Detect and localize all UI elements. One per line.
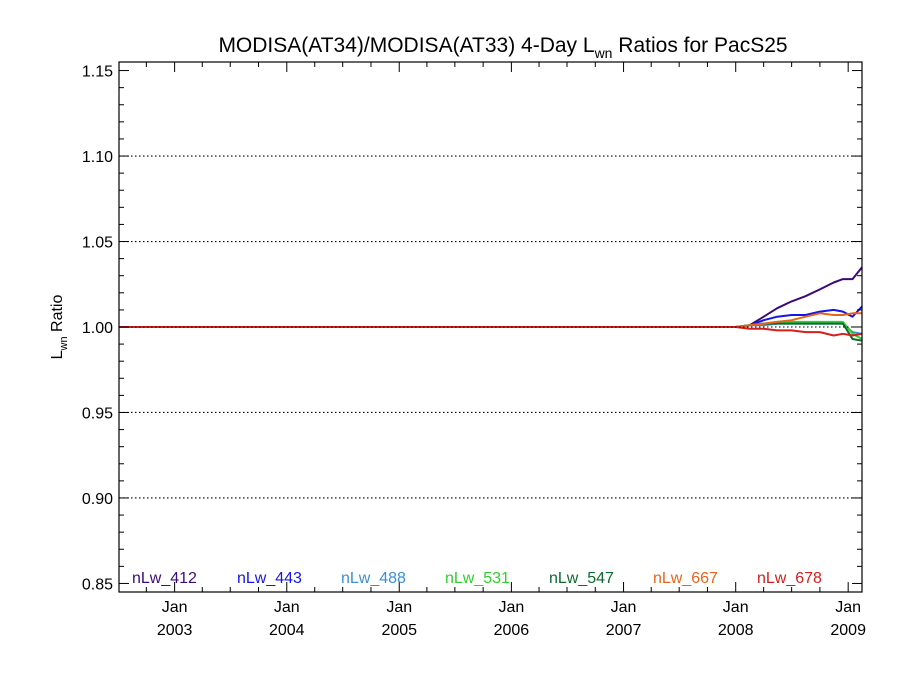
series-line-nlw-678 bbox=[119, 326, 863, 337]
x-tick-label-month: Jan bbox=[162, 599, 188, 616]
legend-entry-nlw-667: nLw_667 bbox=[653, 570, 718, 587]
x-tick-label-month: Jan bbox=[835, 599, 861, 616]
chart-title-tail: Ratios for PacS25 bbox=[612, 34, 787, 57]
x-tick-label-year: 2007 bbox=[606, 622, 642, 639]
x-tick-label-month: Jan bbox=[723, 599, 749, 616]
y-tick-label: 1.15 bbox=[82, 64, 113, 81]
y-axis-label-tail: Ratio bbox=[49, 295, 66, 337]
series-lines bbox=[119, 266, 863, 342]
legend-entry-nlw-443: nLw_443 bbox=[237, 570, 302, 587]
x-tick-label-year: 2005 bbox=[381, 622, 417, 639]
series-line-nlw-443 bbox=[119, 305, 863, 328]
chart-title: MODISA(AT34)/MODISA(AT33) 4-Day Lwn Rati… bbox=[218, 34, 787, 61]
x-tick-label-month: Jan bbox=[274, 599, 300, 616]
y-tick-label: 1.10 bbox=[82, 149, 113, 166]
y-tick-label: 0.95 bbox=[82, 405, 113, 422]
chart-title-subscript: wn bbox=[594, 45, 613, 61]
x-tick-label-year: 2009 bbox=[830, 622, 866, 639]
y-axis-label: Lwn Ratio bbox=[49, 295, 70, 360]
series-line-nlw-667 bbox=[119, 312, 862, 328]
legend-entry-nlw-412: nLw_412 bbox=[132, 570, 197, 587]
y-axis-label-main: L bbox=[49, 350, 66, 359]
legend-entry-nlw-547: nLw_547 bbox=[549, 570, 614, 587]
y-axis-label-subscript: wn bbox=[58, 336, 70, 351]
axis-ticks bbox=[119, 62, 862, 592]
y-tick-label: 0.85 bbox=[82, 576, 113, 593]
x-tick-label-month: Jan bbox=[498, 599, 524, 616]
x-tick-label-year: 2006 bbox=[494, 622, 530, 639]
y-tick-label: 1.00 bbox=[82, 320, 113, 337]
legend-entry-nlw-531: nLw_531 bbox=[445, 570, 510, 587]
y-tick-label: 0.90 bbox=[82, 491, 113, 508]
x-tick-label-month: Jan bbox=[611, 599, 637, 616]
x-tick-label-year: 2004 bbox=[269, 622, 305, 639]
legend: nLw_412 nLw_443 nLw_488 nLw_531 nLw_547 nLw_6… bbox=[132, 570, 822, 587]
y-tick-label: 1.05 bbox=[82, 235, 113, 252]
x-tick-label-year: 2008 bbox=[718, 622, 754, 639]
series-line-nlw-412 bbox=[119, 266, 863, 328]
legend-entry-nlw-488: nLw_488 bbox=[341, 570, 406, 587]
x-tick-label-month: Jan bbox=[386, 599, 412, 616]
x-tick-label-year: 2003 bbox=[157, 622, 193, 639]
tick-labels: 0.85 0.90 0.95 1.00 1.05 1.10 1.15 Jan 2003 Jan 20… bbox=[82, 64, 866, 639]
chart-title-main: MODISA(AT34)/MODISA(AT33) 4-Day L bbox=[218, 34, 594, 57]
legend-entry-nlw-678: nLw_678 bbox=[757, 570, 822, 587]
